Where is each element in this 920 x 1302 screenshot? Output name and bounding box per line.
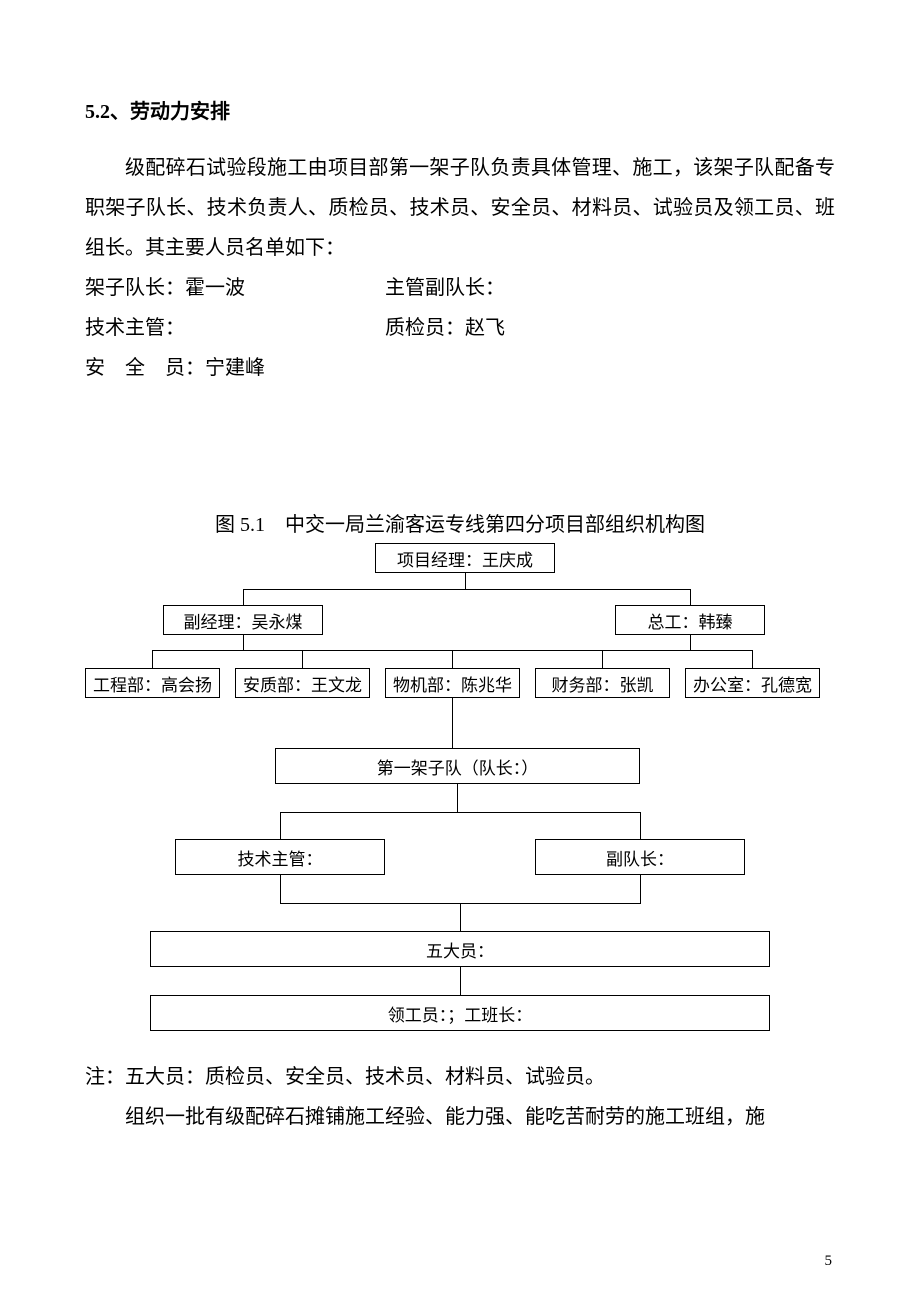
tech-supervisor: 技术主管： <box>85 308 385 348</box>
figure-caption: 图 5.1 中交一局兰渝客运专线第四分项目部组织机构图 <box>85 508 835 537</box>
node-vice-manager: 副经理：吴永煤 <box>163 605 323 635</box>
node-equipment-dept: 物机部：陈兆华 <box>385 668 520 698</box>
personnel-row-2: 技术主管： 质检员：赵飞 <box>85 308 835 348</box>
personnel-row-1: 架子队长：霍一波 主管副队长： <box>85 268 835 308</box>
qc-inspector: 质检员：赵飞 <box>385 308 835 348</box>
node-chief-engineer: 总工：韩臻 <box>615 605 765 635</box>
org-chart: 项目经理：王庆成 副经理：吴永煤 总工：韩臻 工程部：高会扬 安质部：王文龙 物… <box>85 543 835 1043</box>
node-safety-quality-dept: 安质部：王文龙 <box>235 668 370 698</box>
page-number: 5 <box>825 1253 833 1270</box>
node-finance-dept: 财务部：张凯 <box>535 668 670 698</box>
node-project-manager: 项目经理：王庆成 <box>375 543 555 573</box>
node-five-members: 五大员： <box>150 931 770 967</box>
section-heading: 5.2、劳动力安排 <box>85 95 835 124</box>
team-leader: 架子队长：霍一波 <box>85 268 385 308</box>
intro-paragraph: 级配碎石试验段施工由项目部第一架子队负责具体管理、施工，该架子队配备专职架子队长… <box>85 148 835 268</box>
node-lead-workers: 领工员：；工班长： <box>150 995 770 1031</box>
node-deputy-team-leader: 副队长： <box>535 839 745 875</box>
node-first-team: 第一架子队（队长：） <box>275 748 640 784</box>
figure-footnote: 注：五大员：质检员、安全员、技术员、材料员、试验员。 <box>85 1057 835 1097</box>
node-engineering-dept: 工程部：高会扬 <box>85 668 220 698</box>
safety-officer: 安 全 员：宁建峰 <box>85 348 385 388</box>
node-office-dept: 办公室：孔德宽 <box>685 668 820 698</box>
deputy-leader: 主管副队长： <box>385 268 835 308</box>
personnel-row-3: 安 全 员：宁建峰 <box>85 348 835 388</box>
closing-paragraph: 组织一批有级配碎石摊铺施工经验、能力强、能吃苦耐劳的施工班组，施 <box>85 1097 835 1137</box>
node-tech-supervisor: 技术主管： <box>175 839 385 875</box>
